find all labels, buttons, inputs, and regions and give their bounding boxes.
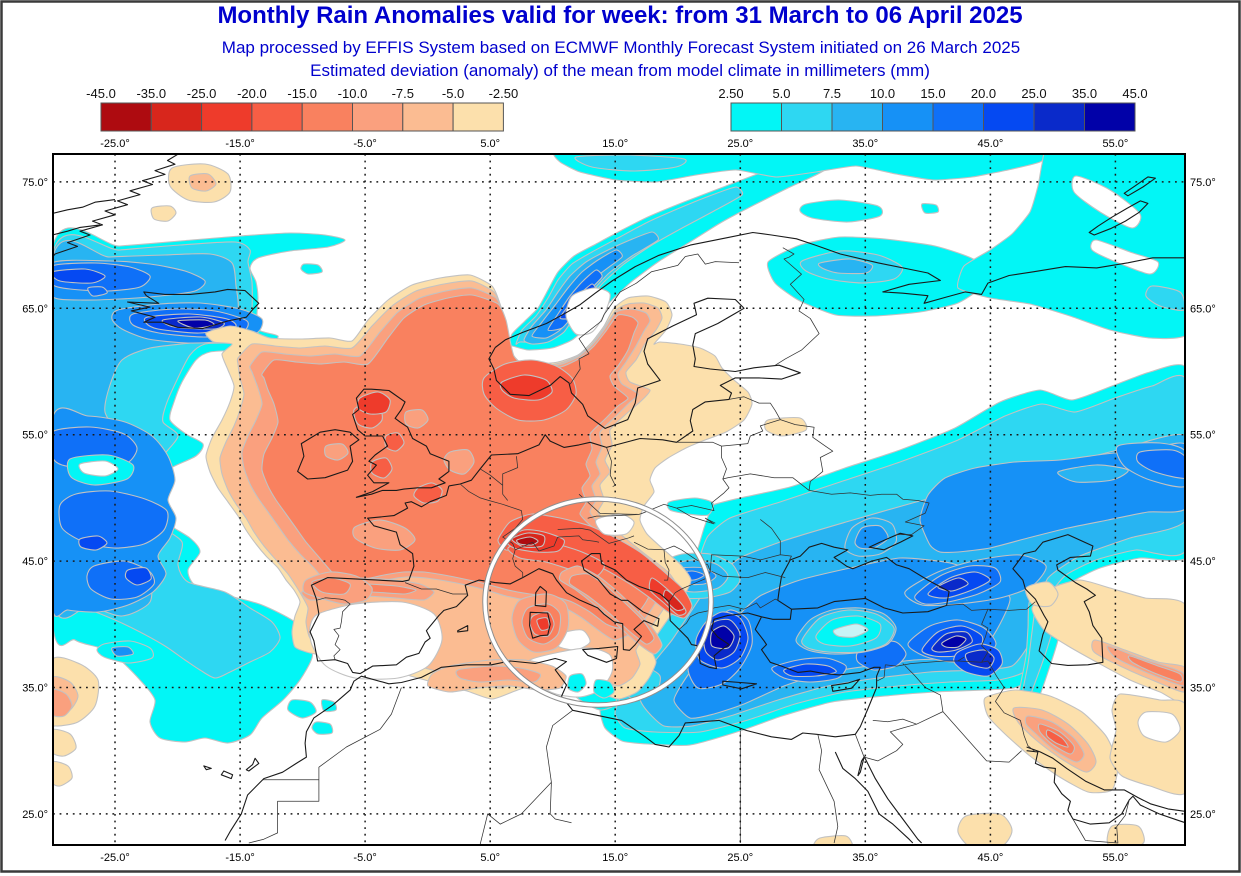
svg-text:-2.50: -2.50: [489, 86, 519, 101]
svg-text:35.0: 35.0: [1072, 86, 1097, 101]
svg-text:25.0: 25.0: [1021, 86, 1046, 101]
svg-text:35.0°: 35.0°: [22, 683, 48, 695]
svg-text:5.0: 5.0: [772, 86, 790, 101]
svg-text:65.0°: 65.0°: [22, 303, 48, 315]
svg-text:45.0°: 45.0°: [977, 138, 1003, 150]
svg-text:-25.0°: -25.0°: [100, 852, 129, 864]
svg-text:25.0°: 25.0°: [1190, 809, 1216, 821]
svg-text:-10.0: -10.0: [338, 86, 368, 101]
svg-text:-45.0: -45.0: [86, 86, 116, 101]
svg-text:45.0: 45.0: [1122, 86, 1147, 101]
svg-text:45.0°: 45.0°: [22, 556, 48, 568]
svg-text:-25.0°: -25.0°: [100, 138, 129, 150]
svg-text:Monthly Rain Anomalies valid f: Monthly Rain Anomalies valid for week: f…: [217, 2, 1022, 29]
svg-text:25.0°: 25.0°: [727, 852, 753, 864]
svg-text:-7.5: -7.5: [392, 86, 414, 101]
svg-text:75.0°: 75.0°: [22, 177, 48, 189]
svg-text:45.0°: 45.0°: [977, 852, 1003, 864]
svg-text:Map processed by EFFIS System: Map processed by EFFIS System based on E…: [222, 38, 1020, 57]
svg-text:45.0°: 45.0°: [1190, 556, 1216, 568]
svg-text:55.0°: 55.0°: [1102, 852, 1128, 864]
svg-text:15.0°: 15.0°: [602, 852, 628, 864]
svg-text:5.0°: 5.0°: [480, 852, 500, 864]
svg-text:65.0°: 65.0°: [1190, 303, 1216, 315]
svg-text:25.0°: 25.0°: [22, 809, 48, 821]
svg-text:-5.0°: -5.0°: [353, 138, 376, 150]
svg-text:35.0°: 35.0°: [852, 138, 878, 150]
svg-text:7.5: 7.5: [823, 86, 841, 101]
svg-text:2.50: 2.50: [718, 86, 743, 101]
svg-text:35.0°: 35.0°: [1190, 683, 1216, 695]
svg-text:55.0°: 55.0°: [22, 430, 48, 442]
svg-text:-35.0: -35.0: [136, 86, 166, 101]
svg-text:-25.0: -25.0: [187, 86, 217, 101]
svg-text:-15.0°: -15.0°: [225, 852, 254, 864]
svg-text:-15.0°: -15.0°: [225, 138, 254, 150]
svg-text:-15.0: -15.0: [287, 86, 317, 101]
svg-text:-5.0°: -5.0°: [353, 852, 376, 864]
svg-text:15.0°: 15.0°: [602, 138, 628, 150]
svg-text:-20.0: -20.0: [237, 86, 267, 101]
svg-text:15.0: 15.0: [920, 86, 945, 101]
svg-text:-5.0: -5.0: [442, 86, 464, 101]
svg-text:75.0°: 75.0°: [1190, 177, 1216, 189]
svg-text:5.0°: 5.0°: [480, 138, 500, 150]
svg-text:35.0°: 35.0°: [852, 852, 878, 864]
svg-text:Estimated deviation (anomaly): Estimated deviation (anomaly) of the mea…: [310, 61, 930, 80]
svg-text:25.0°: 25.0°: [727, 138, 753, 150]
svg-text:55.0°: 55.0°: [1190, 430, 1216, 442]
svg-text:55.0°: 55.0°: [1102, 138, 1128, 150]
svg-text:20.0: 20.0: [971, 86, 996, 101]
svg-text:10.0: 10.0: [870, 86, 895, 101]
